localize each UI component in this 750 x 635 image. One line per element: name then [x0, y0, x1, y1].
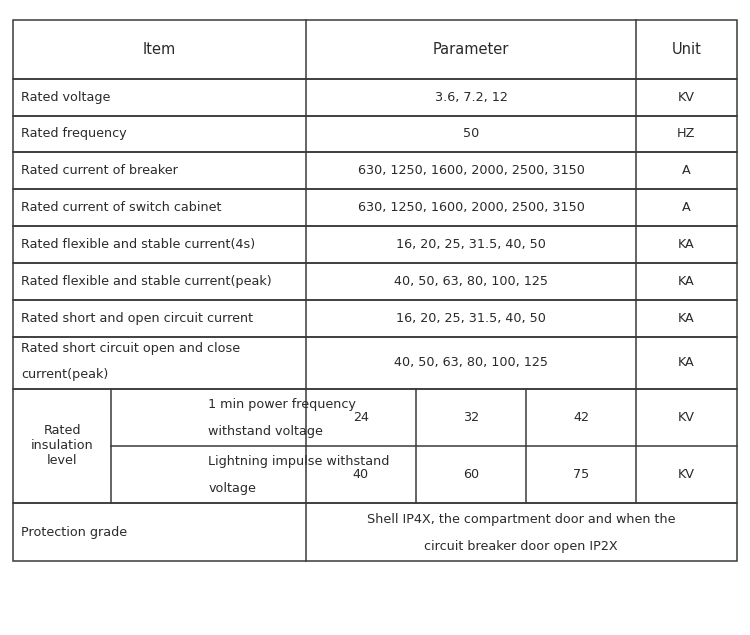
Text: Shell IP4X, the compartment door and when the: Shell IP4X, the compartment door and whe…	[367, 513, 676, 526]
Text: 16, 20, 25, 31.5, 40, 50: 16, 20, 25, 31.5, 40, 50	[396, 312, 546, 324]
Text: 40, 50, 63, 80, 100, 125: 40, 50, 63, 80, 100, 125	[394, 275, 548, 288]
Bar	[13, 20, 736, 79]
Bar	[13, 189, 736, 226]
Text: 50: 50	[463, 128, 479, 140]
Text: current(peak): current(peak)	[21, 368, 108, 380]
Text: 75: 75	[573, 468, 590, 481]
Text: KV: KV	[678, 411, 694, 424]
Bar	[13, 152, 736, 189]
Text: Rated short circuit open and close: Rated short circuit open and close	[21, 342, 240, 355]
Text: Rated current of switch cabinet: Rated current of switch cabinet	[21, 201, 221, 214]
Text: KA: KA	[678, 238, 694, 251]
Text: 630, 1250, 1600, 2000, 2500, 3150: 630, 1250, 1600, 2000, 2500, 3150	[358, 164, 584, 177]
Bar	[13, 300, 736, 337]
Text: A: A	[682, 201, 691, 214]
Text: 42: 42	[573, 411, 589, 424]
Text: 630, 1250, 1600, 2000, 2500, 3150: 630, 1250, 1600, 2000, 2500, 3150	[358, 201, 584, 214]
Text: 60: 60	[463, 468, 479, 481]
Text: KA: KA	[678, 275, 694, 288]
Text: Lightning impulse withstand: Lightning impulse withstand	[209, 455, 390, 468]
Bar	[13, 503, 736, 561]
Text: circuit breaker door open IP2X: circuit breaker door open IP2X	[424, 540, 618, 552]
Bar	[13, 79, 736, 116]
Bar	[13, 263, 736, 300]
Text: voltage: voltage	[209, 482, 256, 495]
Text: 1 min power frequency: 1 min power frequency	[209, 398, 356, 411]
Text: 40, 50, 63, 80, 100, 125: 40, 50, 63, 80, 100, 125	[394, 356, 548, 369]
Text: 3.6, 7.2, 12: 3.6, 7.2, 12	[434, 91, 508, 104]
Text: Rated flexible and stable current(peak): Rated flexible and stable current(peak)	[21, 275, 272, 288]
Text: Rated short and open circuit current: Rated short and open circuit current	[21, 312, 253, 324]
Text: withstand voltage: withstand voltage	[209, 425, 323, 438]
Text: Protection grade: Protection grade	[21, 526, 127, 538]
Text: KV: KV	[678, 91, 694, 104]
Text: 32: 32	[463, 411, 479, 424]
Text: 40: 40	[353, 468, 369, 481]
Text: Rated voltage: Rated voltage	[21, 91, 110, 104]
Text: KV: KV	[678, 468, 694, 481]
Bar	[13, 226, 736, 263]
Text: Unit: Unit	[671, 42, 701, 57]
Text: Rated
insulation
level: Rated insulation level	[31, 424, 94, 467]
Text: Rated frequency: Rated frequency	[21, 128, 127, 140]
Text: 24: 24	[353, 411, 369, 424]
Bar	[13, 116, 736, 152]
Text: 16, 20, 25, 31.5, 40, 50: 16, 20, 25, 31.5, 40, 50	[396, 238, 546, 251]
Text: A: A	[682, 164, 691, 177]
Bar	[13, 337, 736, 389]
Text: Parameter: Parameter	[433, 42, 509, 57]
Text: Item: Item	[143, 42, 176, 57]
Text: Rated current of breaker: Rated current of breaker	[21, 164, 178, 177]
Text: KA: KA	[678, 356, 694, 369]
Text: Rated flexible and stable current(4s): Rated flexible and stable current(4s)	[21, 238, 255, 251]
Bar	[13, 389, 736, 503]
Text: KA: KA	[678, 312, 694, 324]
Text: HZ: HZ	[677, 128, 695, 140]
